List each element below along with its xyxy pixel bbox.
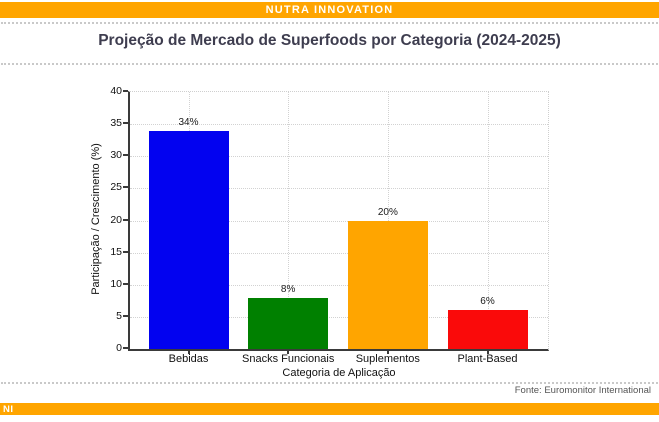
footer-brand-abbrev: NI [3, 403, 14, 415]
y-tick-mark [123, 282, 128, 285]
bar-value-label: 20% [377, 206, 398, 218]
separator-under-title [1, 63, 658, 65]
y-tick-label: 30 [110, 149, 122, 162]
y-tick-mark [123, 314, 128, 317]
h-gridline [130, 188, 548, 190]
y-tick-label: 15 [110, 245, 122, 258]
y-tick-label: 20 [110, 213, 122, 226]
brand-title: NUTRA INNOVATION [265, 4, 394, 16]
v-gridline [487, 92, 489, 349]
y-tick-mark [123, 186, 128, 189]
x-category-label: Snacks Funcionais [241, 353, 335, 365]
y-tick-label: 25 [110, 181, 122, 194]
bar [248, 297, 329, 349]
bar [148, 130, 229, 349]
h-gridline [130, 252, 548, 254]
chart-title: Projeção de Mercado de Superfoods por Ca… [98, 32, 561, 49]
bar-value-label: 6% [480, 296, 495, 308]
y-tick-mark [123, 347, 128, 349]
x-category-label: Suplementos [355, 353, 420, 365]
bar [447, 310, 528, 349]
plot-area: 34% 8% 20% 6% [128, 91, 549, 351]
bar [347, 220, 428, 349]
h-gridline [130, 284, 548, 286]
y-tick-mark [123, 154, 128, 157]
x-axis-title: Categoria de Aplicação [282, 367, 396, 379]
source-note: Fonte: Euromonitor International [514, 385, 651, 396]
y-tick-mark [123, 250, 128, 253]
separator-above-source [1, 382, 658, 384]
y-tick-label: 10 [110, 277, 122, 290]
h-gridline [130, 316, 548, 318]
bar-value-label: 34% [178, 116, 199, 128]
y-tick-label: 40 [110, 85, 122, 97]
y-tick-label: 35 [110, 117, 122, 130]
y-tick-mark [123, 122, 128, 125]
v-gridline [288, 92, 290, 349]
y-tick-label: 0 [116, 342, 122, 354]
bar-value-label: 8% [280, 283, 296, 295]
separator-top [1, 22, 658, 24]
x-tick-mark [486, 350, 489, 354]
h-gridline [130, 156, 548, 158]
x-tick-mark [187, 350, 190, 354]
header-bar: NUTRA INNOVATION [0, 2, 659, 18]
footer-bar: NI [0, 403, 659, 415]
x-tick-mark [386, 350, 389, 354]
x-tick-mark [287, 350, 290, 354]
y-tick-mark [123, 218, 128, 221]
y-tick-mark [123, 90, 128, 92]
h-gridline [130, 124, 548, 126]
h-gridline [130, 220, 548, 222]
x-category-label: Plant-Based [457, 353, 518, 365]
y-tick-label: 5 [116, 309, 122, 322]
x-category-label: Bebidas [168, 353, 209, 365]
